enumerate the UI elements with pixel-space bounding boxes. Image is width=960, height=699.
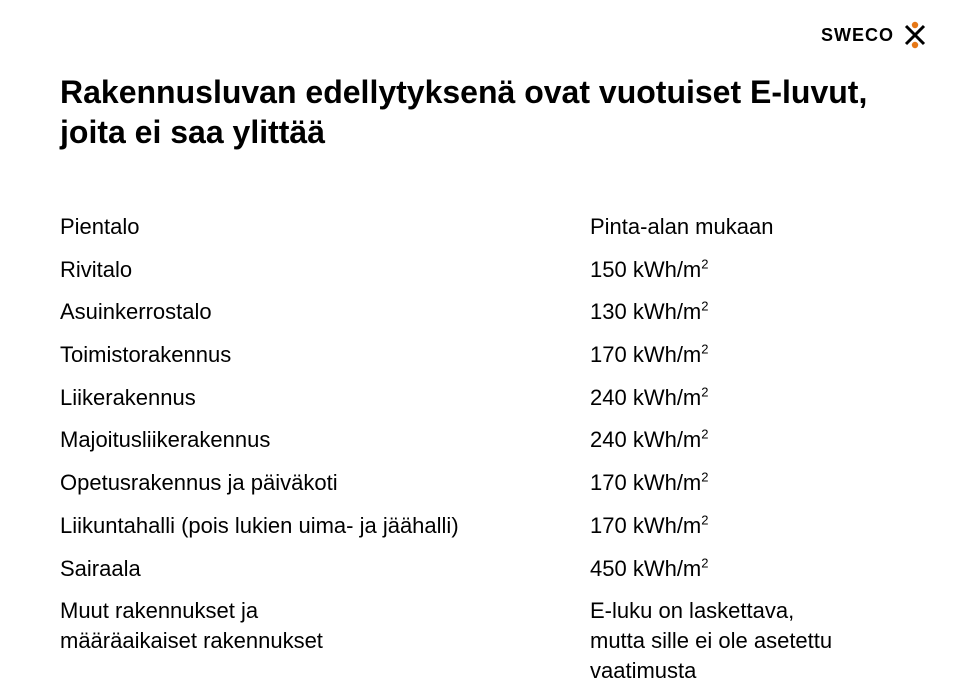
row-label: Toimistorakennus bbox=[60, 340, 590, 370]
row-label: Rivitalo bbox=[60, 255, 590, 285]
page-title: Rakennusluvan edellytyksenä ovat vuotuis… bbox=[60, 72, 912, 152]
logo-icon bbox=[900, 20, 930, 50]
table-row: Rivitalo 150 kWh/m2 bbox=[60, 255, 912, 285]
row-label: Sairaala bbox=[60, 554, 590, 584]
row-value: 150 kWh/m2 bbox=[590, 255, 709, 285]
table-row: Liikerakennus 240 kWh/m2 bbox=[60, 383, 912, 413]
row-value: 170 kWh/m2 bbox=[590, 511, 709, 541]
row-value: 170 kWh/m2 bbox=[590, 340, 709, 370]
table-row: Toimistorakennus 170 kWh/m2 bbox=[60, 340, 912, 370]
row-label: Asuinkerrostalo bbox=[60, 297, 590, 327]
row-label: Opetusrakennus ja päiväkoti bbox=[60, 468, 590, 498]
row-value: 130 kWh/m2 bbox=[590, 297, 709, 327]
row-value: 170 kWh/m2 bbox=[590, 468, 709, 498]
row-value: 450 kWh/m2 bbox=[590, 554, 709, 584]
row-label: Liikerakennus bbox=[60, 383, 590, 413]
row-label: Muut rakennukset ja määräaikaiset rakenn… bbox=[60, 596, 590, 655]
logo-text: SWECO bbox=[821, 25, 894, 46]
data-table: Pientalo Pinta-alan mukaan Rivitalo 150 … bbox=[60, 212, 912, 698]
table-row: Sairaala 450 kWh/m2 bbox=[60, 554, 912, 584]
table-row: Majoitusliikerakennus 240 kWh/m2 bbox=[60, 425, 912, 455]
table-row: Muut rakennukset ja määräaikaiset rakenn… bbox=[60, 596, 912, 685]
row-value: 240 kWh/m2 bbox=[590, 425, 709, 455]
row-label: Liikuntahalli (pois lukien uima- ja jääh… bbox=[60, 511, 590, 541]
row-label: Pientalo bbox=[60, 212, 590, 242]
row-value: Pinta-alan mukaan bbox=[590, 212, 773, 242]
table-row: Pientalo Pinta-alan mukaan bbox=[60, 212, 912, 242]
logo: SWECO bbox=[821, 20, 930, 50]
row-value: E-luku on laskettava, mutta sille ei ole… bbox=[590, 596, 832, 685]
table-row: Asuinkerrostalo 130 kWh/m2 bbox=[60, 297, 912, 327]
row-value: 240 kWh/m2 bbox=[590, 383, 709, 413]
table-row: Liikuntahalli (pois lukien uima- ja jääh… bbox=[60, 511, 912, 541]
table-row: Opetusrakennus ja päiväkoti 170 kWh/m2 bbox=[60, 468, 912, 498]
row-label: Majoitusliikerakennus bbox=[60, 425, 590, 455]
